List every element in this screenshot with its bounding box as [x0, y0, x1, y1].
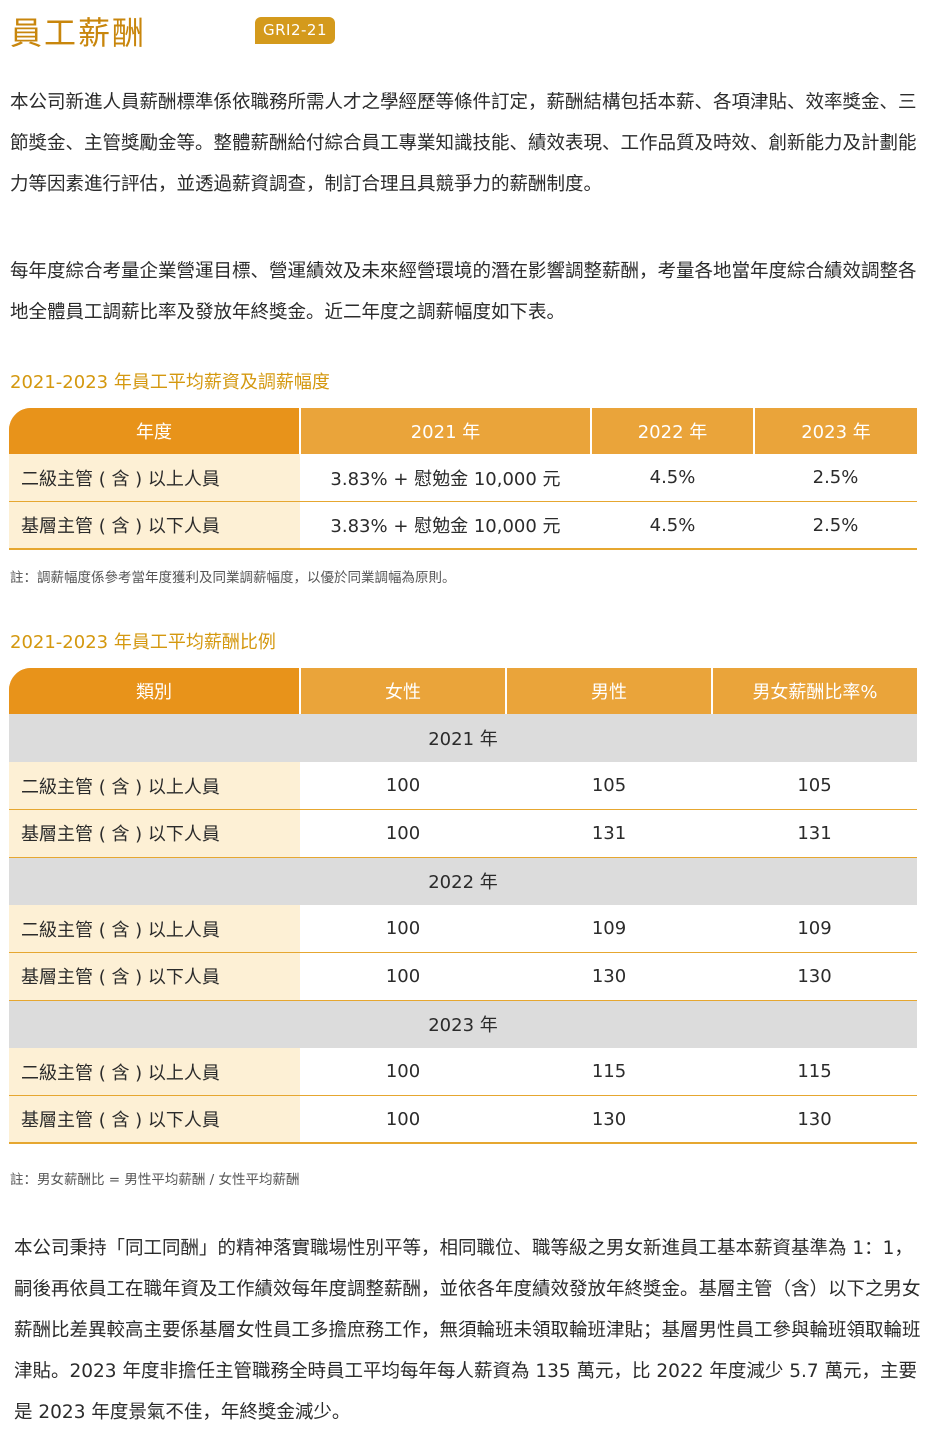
table-cell: 100 [300, 1048, 506, 1096]
table1-note: 註：調薪幅度係參考當年度獲利及同業調薪幅度，以優於同業調幅為原則。 [10, 570, 456, 586]
row-category: 基層主管 ( 含 ) 以下人員 [9, 501, 300, 550]
row-category: 二級主管 ( 含 ) 以上人員 [9, 454, 300, 502]
intro-paragraph: 本公司新進人員薪酬標準係依職務所需人才之學經歷等條件訂定，薪酬結構包括本薪、各項… [10, 92, 917, 195]
table2-note: 註：男女薪酬比 = 男性平均薪酬 / 女性平均薪酬 [10, 1172, 300, 1188]
table-cell: 100 [300, 905, 506, 953]
table-cell: 130 [712, 952, 917, 1001]
table-cell: 2.5% [754, 501, 917, 550]
table-cell: 2.5% [754, 454, 917, 502]
table-cell: 100 [300, 809, 506, 858]
table-cell: 3.83% + 慰勉金 10,000 元 [300, 454, 591, 502]
table-row: 基層主管 ( 含 ) 以下人員 100 131 131 [9, 809, 917, 858]
row-category: 基層主管 ( 含 ) 以下人員 [9, 952, 300, 1001]
table-row: 基層主管 ( 含 ) 以下人員 3.83% + 慰勉金 10,000 元 4.5… [9, 501, 917, 550]
table-cell: 131 [712, 809, 917, 858]
table-cell: 131 [506, 809, 712, 858]
table1-header: 2022 年 [591, 408, 755, 454]
year-label: 2023 年 [9, 1000, 917, 1048]
page-title: 員工薪酬 [10, 14, 147, 52]
table-cell: 3.83% + 慰勉金 10,000 元 [300, 501, 591, 550]
year-label: 2021 年 [9, 714, 917, 762]
table-cell: 4.5% [591, 454, 754, 502]
table2-header: 女性 [300, 668, 507, 714]
table-cell: 4.5% [591, 501, 754, 550]
table1-header: 年度 [9, 408, 301, 454]
table1-header: 2023 年 [754, 408, 917, 454]
table-cell: 130 [506, 1095, 712, 1144]
gri-badge: GRI2-21 [255, 17, 336, 44]
row-category: 二級主管 ( 含 ) 以上人員 [9, 1048, 300, 1096]
table-cell: 100 [300, 1095, 506, 1144]
table-row: 二級主管 ( 含 ) 以上人員 100 105 105 [9, 762, 917, 810]
row-category: 二級主管 ( 含 ) 以上人員 [9, 762, 300, 810]
table-row: 基層主管 ( 含 ) 以下人員 100 130 130 [9, 1095, 917, 1144]
table2-header: 男性 [506, 668, 713, 714]
table-cell: 105 [712, 762, 917, 810]
equal-pay-paragraph: 本公司秉持「同工同酬」的精神落實職場性別平等，相同職位、職等級之男女新進員工基本… [14, 1238, 921, 1423]
table-cell: 115 [712, 1048, 917, 1096]
year-row: 2023 年 [9, 1000, 917, 1048]
row-category: 基層主管 ( 含 ) 以下人員 [9, 1095, 300, 1144]
year-label: 2022 年 [9, 857, 917, 905]
table-row: 二級主管 ( 含 ) 以上人員 100 109 109 [9, 905, 917, 953]
table-cell: 100 [300, 952, 506, 1001]
table-cell: 100 [300, 762, 506, 810]
table2-header: 男女薪酬比率% [712, 668, 917, 714]
table-row: 二級主管 ( 含 ) 以上人員 3.83% + 慰勉金 10,000 元 4.5… [9, 454, 917, 502]
table-cell: 130 [506, 952, 712, 1001]
table2-title: 2021-2023 年員工平均薪酬比例 [10, 632, 276, 653]
table-cell: 109 [712, 905, 917, 953]
table-cell: 105 [506, 762, 712, 810]
salary-adjustment-table: 年度 2021 年 2022 年 2023 年 二級主管 ( 含 ) 以上人員 … [9, 408, 917, 550]
row-category: 基層主管 ( 含 ) 以下人員 [9, 809, 300, 858]
table1-title: 2021-2023 年員工平均薪資及調薪幅度 [10, 372, 330, 393]
table-row: 二級主管 ( 含 ) 以上人員 100 115 115 [9, 1048, 917, 1096]
adjustment-paragraph: 每年度綜合考量企業營運目標、營運績效及未來經營環境的潛在影響調整薪酬，考量各地當… [10, 261, 917, 323]
gender-pay-ratio-table: 類別 女性 男性 男女薪酬比率% 2021 年 二級主管 ( 含 ) 以上人員 … [9, 668, 917, 1144]
table-cell: 115 [506, 1048, 712, 1096]
table-row: 基層主管 ( 含 ) 以下人員 100 130 130 [9, 952, 917, 1001]
table1-header: 2021 年 [300, 408, 592, 454]
table2-header: 類別 [9, 668, 301, 714]
row-category: 二級主管 ( 含 ) 以上人員 [9, 905, 300, 953]
year-row: 2021 年 [9, 714, 917, 762]
table-cell: 130 [712, 1095, 917, 1144]
table-cell: 109 [506, 905, 712, 953]
year-row: 2022 年 [9, 857, 917, 905]
